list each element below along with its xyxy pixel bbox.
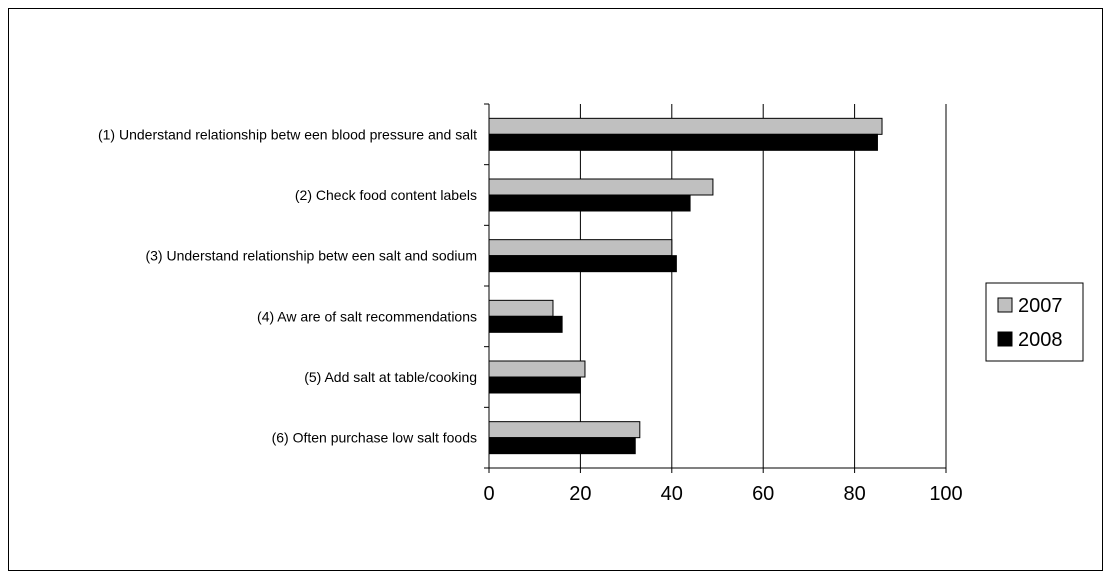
legend-box xyxy=(985,282,1084,362)
x-tick-label-60: 60 xyxy=(752,483,774,505)
x-tick-label-0: 0 xyxy=(483,483,494,505)
bar-2008-2 xyxy=(488,194,691,212)
legend-swatch-2008 xyxy=(997,331,1013,347)
bar-2007-5 xyxy=(488,360,586,378)
axes xyxy=(484,103,947,473)
category-label-6: (6) Often purchase low salt foods xyxy=(272,430,477,446)
bar-2008-6 xyxy=(488,437,636,455)
category-label-3: (3) Understand relationship betw een sal… xyxy=(145,248,477,264)
legend-label-2007: 2007 xyxy=(1018,295,1063,317)
category-label-5: (5) Add salt at table/cooking xyxy=(304,369,477,385)
x-tick-label-40: 40 xyxy=(661,483,683,505)
chart-frame xyxy=(8,8,1103,571)
bar-2007-2 xyxy=(488,178,714,196)
legend-swatch-2007 xyxy=(997,297,1013,313)
x-tick-label-100: 100 xyxy=(929,483,962,505)
bar-2007-4 xyxy=(488,299,554,317)
bars xyxy=(488,117,883,455)
x-tick-label-20: 20 xyxy=(569,483,591,505)
legend: 2007 2008 xyxy=(985,282,1084,362)
category-label-1: (1) Understand relationship betw een blo… xyxy=(98,126,477,142)
category-label-4: (4) Aw are of salt recommendations xyxy=(257,308,477,324)
bar-2008-3 xyxy=(488,255,677,273)
bar-2007-1 xyxy=(488,117,883,135)
category-label-2: (2) Check food content labels xyxy=(295,187,477,203)
x-tick-labels: 0 20 40 60 80 100 xyxy=(483,483,962,505)
legend-label-2008: 2008 xyxy=(1018,329,1063,351)
bar-2008-4 xyxy=(488,315,563,333)
grid-lines xyxy=(579,104,947,468)
x-tick-label-80: 80 xyxy=(843,483,865,505)
bar-2007-3 xyxy=(488,239,673,257)
bar-2008-1 xyxy=(488,133,878,151)
category-labels: (1) Understand relationship betw een blo… xyxy=(98,126,477,445)
bar-2007-6 xyxy=(488,421,641,439)
bar-2008-5 xyxy=(488,376,581,394)
